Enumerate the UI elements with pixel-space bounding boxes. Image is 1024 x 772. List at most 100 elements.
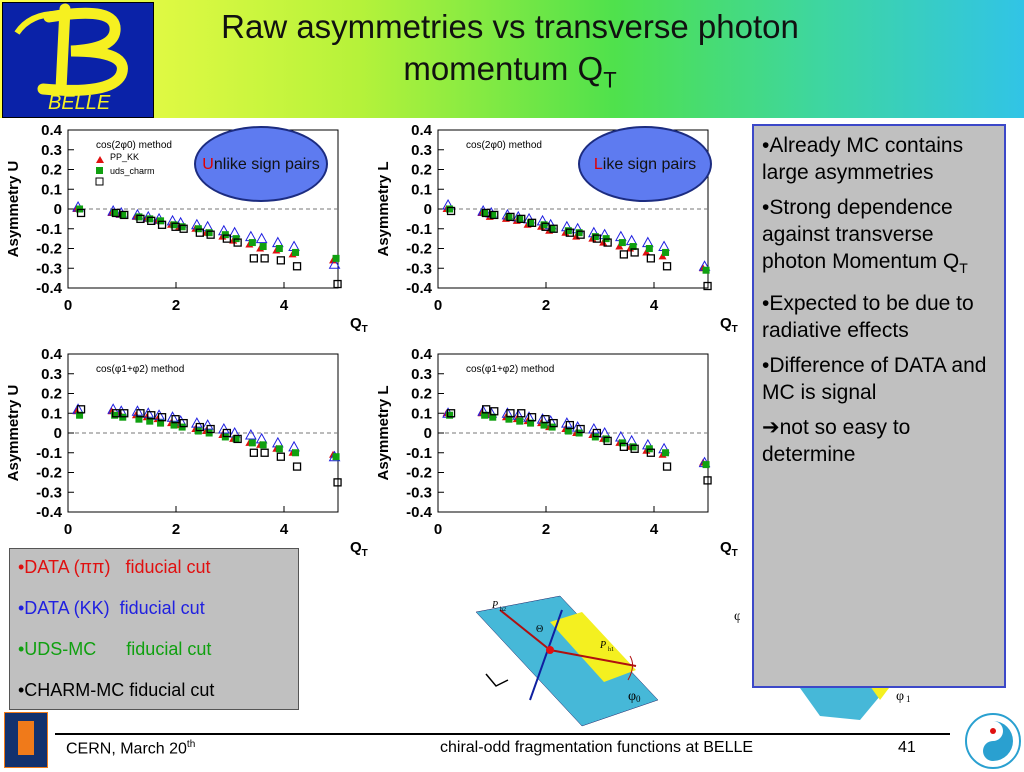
- header-banner: [0, 0, 1024, 118]
- data-point: [446, 411, 454, 419]
- data-point: [275, 445, 283, 453]
- svg-text:φ: φ: [734, 609, 740, 624]
- illinois-logo: [4, 712, 48, 768]
- plot-panel: 0.40.30.20.10-0.1-0.2-0.3-0.40 2 4Asymmetr…: [375, 122, 738, 335]
- data-point: [245, 428, 257, 440]
- y-tick-label: -0.4: [36, 504, 63, 521]
- method-label: cos(2φ0) method: [466, 140, 542, 151]
- data-point: [222, 428, 232, 438]
- data-point: [292, 248, 300, 256]
- legend-item: •CHARM-MC fiducial cut: [18, 680, 215, 700]
- svg-text:h1: h1: [608, 647, 614, 653]
- data-point: [541, 415, 550, 424]
- data-point: [603, 436, 612, 446]
- data-point: [111, 209, 119, 217]
- note-item: •Expected to be due to radiative effects: [762, 292, 974, 343]
- data-point: [120, 409, 129, 418]
- data-point: [147, 411, 156, 420]
- svg-text:φ: φ: [896, 689, 904, 704]
- note-item: ➔not so easy to determine: [762, 416, 911, 467]
- data-point: [157, 220, 167, 229]
- y-tick-label: 0: [424, 201, 432, 218]
- data-point: [516, 417, 524, 425]
- data-point: [157, 413, 167, 422]
- y-tick-label: -0.4: [406, 280, 433, 297]
- data-point: [646, 254, 655, 263]
- data-point: [527, 413, 537, 422]
- data-point: [170, 421, 178, 429]
- data-point: [576, 424, 585, 434]
- page-title: Raw asymmetries vs transverse photon mom…: [221, 8, 799, 93]
- data-point: [260, 448, 269, 457]
- x-axis-label: QT: [720, 539, 738, 559]
- data-point: [332, 254, 340, 262]
- data-point: [481, 405, 491, 414]
- y-tick-label: 0.2: [411, 386, 432, 403]
- belle-b-icon: BELLE: [14, 3, 128, 114]
- data-point: [516, 215, 524, 223]
- y-tick-label: 0.1: [411, 405, 432, 422]
- data-point: [248, 439, 256, 447]
- data-point: [662, 248, 670, 256]
- y-tick-label: 0.3: [41, 366, 62, 383]
- x-tick-label: 4: [280, 297, 289, 314]
- y-axis-label: Asymmetry L: [375, 385, 392, 480]
- y-tick-label: -0.2: [36, 241, 62, 258]
- data-point: [328, 258, 341, 269]
- data-point: [249, 254, 259, 263]
- angle-diagram-right: φ 1: [800, 684, 911, 720]
- data-point: [120, 210, 129, 220]
- data-point: [629, 443, 637, 451]
- data-point: [259, 243, 267, 251]
- data-point: [76, 208, 86, 218]
- data-point: [564, 427, 572, 435]
- y-tick-label: 0.2: [41, 162, 62, 179]
- data-point: [157, 419, 165, 427]
- data-point: [333, 279, 342, 289]
- data-point: [205, 229, 213, 237]
- data-point: [517, 214, 526, 224]
- data-point: [645, 245, 653, 252]
- data-point: [602, 435, 610, 443]
- svg-text:0: 0: [636, 694, 641, 704]
- data-point: [179, 224, 188, 233]
- x-tick-label: 0: [64, 297, 72, 314]
- data-point: [527, 218, 537, 227]
- y-tick-label: 0.4: [41, 346, 63, 363]
- y-tick-label: -0.2: [406, 241, 432, 258]
- y-tick-label: 0: [54, 425, 62, 442]
- svg-text:P: P: [599, 640, 606, 651]
- data-point: [603, 238, 612, 247]
- y-tick-label: -0.3: [406, 484, 432, 501]
- data-point: [540, 221, 548, 229]
- data-point: [540, 421, 548, 429]
- data-point: [119, 211, 127, 219]
- data-point: [136, 214, 145, 224]
- data-point: [702, 266, 710, 274]
- legend-marker: [96, 167, 103, 174]
- page-number: 41: [898, 739, 916, 756]
- x-tick-label: 2: [172, 521, 180, 538]
- data-point: [147, 216, 156, 225]
- data-point: [179, 418, 188, 428]
- y-tick-label: 0.1: [411, 181, 432, 198]
- svg-text:P: P: [491, 600, 498, 611]
- data-point: [662, 462, 672, 471]
- legend-label: PP_KK: [110, 152, 139, 162]
- data-point: [171, 415, 180, 424]
- y-tick-label: -0.1: [406, 445, 432, 462]
- data-point: [292, 262, 302, 271]
- data-point: [170, 221, 178, 229]
- data-point: [564, 227, 572, 235]
- data-point: [481, 208, 491, 218]
- legend-item: •UDS-MC fiducial cut: [18, 639, 212, 659]
- y-tick-label: 0.2: [411, 162, 432, 179]
- y-axis-label: Asymmetry U: [5, 385, 22, 482]
- x-tick-label: 0: [64, 521, 72, 538]
- y-tick-label: -0.4: [36, 280, 63, 297]
- data-point: [575, 229, 583, 237]
- x-tick-label: 2: [172, 297, 180, 314]
- data-point: [259, 441, 267, 449]
- data-point: [260, 254, 269, 263]
- y-tick-label: 0.3: [411, 142, 432, 159]
